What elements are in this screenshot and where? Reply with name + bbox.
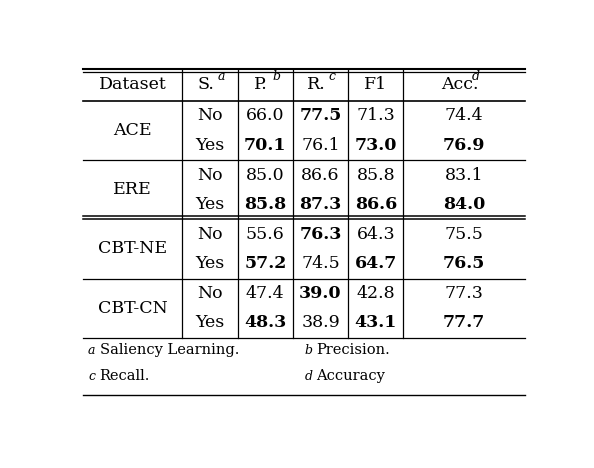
Text: No: No: [197, 285, 223, 302]
Text: F1: F1: [364, 76, 387, 94]
Text: c: c: [328, 70, 336, 83]
Text: 64.3: 64.3: [356, 226, 395, 243]
Text: Dataset: Dataset: [99, 76, 166, 94]
Text: c: c: [88, 370, 95, 383]
Text: CBT-NE: CBT-NE: [98, 241, 168, 257]
Text: 84.0: 84.0: [443, 196, 485, 213]
Text: 85.8: 85.8: [356, 167, 395, 183]
Text: a: a: [88, 344, 96, 357]
Text: 39.0: 39.0: [299, 285, 342, 302]
Text: 74.5: 74.5: [301, 255, 340, 272]
Text: No: No: [197, 167, 223, 183]
Text: ACE: ACE: [113, 122, 152, 139]
Text: d: d: [472, 70, 480, 83]
Text: R.: R.: [307, 76, 326, 94]
Text: 85.0: 85.0: [246, 167, 285, 183]
Text: 77.3: 77.3: [445, 285, 484, 302]
Text: 76.1: 76.1: [301, 137, 340, 154]
Text: a: a: [218, 70, 225, 83]
Text: 87.3: 87.3: [299, 196, 342, 213]
Text: 71.3: 71.3: [356, 108, 395, 124]
Text: Yes: Yes: [195, 255, 225, 272]
Text: 76.5: 76.5: [443, 255, 485, 272]
Text: 76.9: 76.9: [443, 137, 485, 154]
Text: 83.1: 83.1: [445, 167, 484, 183]
Text: Accuracy: Accuracy: [316, 369, 385, 383]
Text: Yes: Yes: [195, 196, 225, 213]
Text: 86.6: 86.6: [355, 196, 397, 213]
Text: d: d: [304, 370, 312, 383]
Text: 57.2: 57.2: [244, 255, 286, 272]
Text: S.: S.: [197, 76, 214, 94]
Text: 86.6: 86.6: [301, 167, 340, 183]
Text: b: b: [273, 70, 281, 83]
Text: 74.4: 74.4: [445, 108, 484, 124]
Text: Acc.: Acc.: [441, 76, 478, 94]
Text: 76.3: 76.3: [299, 226, 342, 243]
Text: b: b: [304, 344, 312, 357]
Text: Yes: Yes: [195, 314, 225, 331]
Text: CBT-CN: CBT-CN: [98, 300, 168, 316]
Text: 47.4: 47.4: [246, 285, 285, 302]
Text: No: No: [197, 108, 223, 124]
Text: 64.7: 64.7: [355, 255, 397, 272]
Text: 38.9: 38.9: [301, 314, 340, 331]
Text: 77.5: 77.5: [299, 108, 342, 124]
Text: 55.6: 55.6: [246, 226, 285, 243]
Text: Yes: Yes: [195, 137, 225, 154]
Text: 73.0: 73.0: [355, 137, 397, 154]
Text: ERE: ERE: [113, 182, 152, 198]
Text: 85.8: 85.8: [244, 196, 286, 213]
Text: 66.0: 66.0: [246, 108, 285, 124]
Text: Recall.: Recall.: [100, 369, 150, 383]
Text: No: No: [197, 226, 223, 243]
Text: Saliency Learning.: Saliency Learning.: [100, 343, 239, 357]
Text: P.: P.: [254, 76, 267, 94]
Text: 70.1: 70.1: [244, 137, 286, 154]
Text: 77.7: 77.7: [443, 314, 485, 331]
Text: 42.8: 42.8: [356, 285, 395, 302]
Text: 48.3: 48.3: [244, 314, 286, 331]
Text: 75.5: 75.5: [445, 226, 484, 243]
Text: Precision.: Precision.: [316, 343, 390, 357]
Text: 43.1: 43.1: [355, 314, 397, 331]
